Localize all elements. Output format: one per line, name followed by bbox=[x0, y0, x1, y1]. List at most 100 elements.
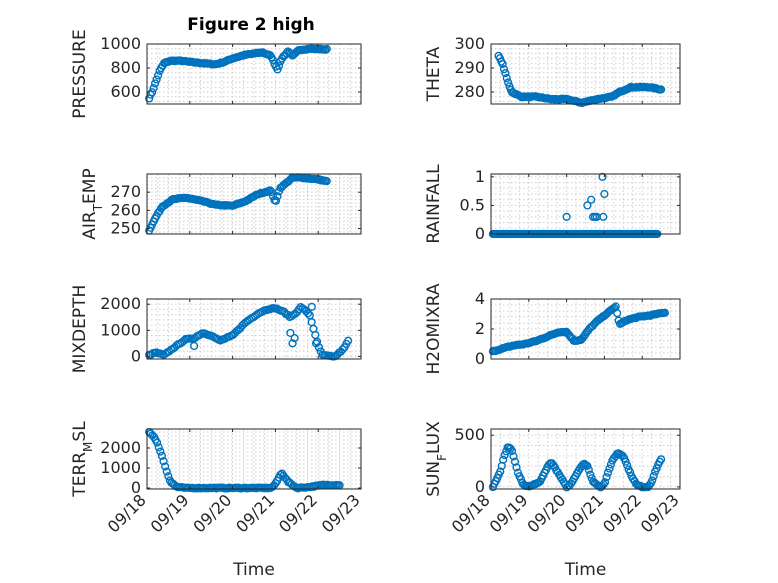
x-tick-label: 09/21 bbox=[232, 490, 278, 536]
plot-area bbox=[147, 429, 361, 489]
y-axis-label: RAINFALL bbox=[424, 164, 444, 244]
y-tick-label: 0 bbox=[475, 477, 485, 496]
x-axis-label: Time bbox=[232, 560, 275, 580]
y-axis-label: TERRMSL bbox=[70, 421, 95, 498]
data-point bbox=[151, 79, 160, 88]
data-point bbox=[605, 464, 614, 473]
data-point bbox=[268, 55, 278, 65]
data-point bbox=[512, 463, 521, 472]
data-point bbox=[613, 309, 622, 318]
data-point bbox=[162, 467, 171, 476]
y-tick-label: 1000 bbox=[100, 34, 141, 53]
data-point bbox=[153, 438, 162, 447]
y-axis-label: PRESSURE bbox=[70, 29, 90, 118]
data-point bbox=[157, 451, 167, 460]
x-tick-label: 09/22 bbox=[275, 490, 321, 536]
y-tick-label: 300 bbox=[454, 34, 485, 53]
y-tick-label: 2000 bbox=[100, 438, 141, 457]
axes-box bbox=[490, 43, 681, 105]
x-tick-label: 09/23 bbox=[318, 490, 364, 536]
data-point bbox=[606, 460, 616, 469]
data-point bbox=[153, 71, 163, 80]
data-point bbox=[159, 457, 168, 466]
data-point bbox=[288, 339, 297, 348]
data-point bbox=[499, 65, 509, 74]
subplot-2: 280 290 300 THETA bbox=[424, 34, 681, 108]
data-point bbox=[189, 341, 199, 351]
x-tick-label: 09/21 bbox=[561, 490, 607, 536]
y-tick-label: 2 bbox=[475, 319, 485, 338]
y-tick-label: 800 bbox=[110, 58, 141, 77]
y-tick-label: 250 bbox=[110, 219, 141, 238]
y-tick-label: 600 bbox=[110, 82, 141, 101]
y-tick-label: 0 bbox=[131, 346, 141, 365]
y-tick-label: 280 bbox=[454, 82, 485, 101]
data-point bbox=[656, 85, 666, 94]
x-tick-label: 09/19 bbox=[486, 490, 532, 536]
data-point bbox=[149, 84, 158, 93]
y-tick-label: 1000 bbox=[100, 458, 141, 477]
data-point bbox=[161, 462, 170, 471]
y-tick-label: 260 bbox=[110, 200, 141, 219]
data-point bbox=[584, 465, 593, 474]
data-point bbox=[303, 309, 313, 318]
x-tick-label: 09/22 bbox=[599, 490, 645, 536]
y-tick-label: 0.5 bbox=[460, 195, 485, 214]
data-point bbox=[344, 336, 353, 345]
data-point bbox=[660, 308, 669, 317]
y-tick-label: 290 bbox=[454, 58, 485, 77]
data-point bbox=[600, 478, 610, 487]
data-point bbox=[286, 328, 295, 338]
data-point bbox=[307, 302, 316, 311]
y-tick-label: 2000 bbox=[100, 294, 141, 313]
y-tick-label: 1 bbox=[475, 167, 485, 186]
x-tick-label: 09/20 bbox=[523, 490, 569, 536]
plot-area bbox=[147, 299, 361, 359]
x-tick-label: 09/23 bbox=[637, 490, 683, 536]
data-point bbox=[267, 187, 276, 196]
data-point bbox=[322, 44, 331, 54]
y-axis-label: SUNFLUX bbox=[424, 421, 449, 497]
data-point bbox=[498, 59, 507, 69]
y-axis-label: AIRTEMP bbox=[80, 168, 105, 239]
data-point bbox=[502, 73, 511, 83]
data-point bbox=[145, 94, 154, 103]
axes-box bbox=[146, 298, 362, 360]
data-point bbox=[583, 461, 592, 471]
data-point bbox=[322, 177, 331, 186]
axes-box bbox=[490, 173, 681, 235]
x-tick-label: 09/19 bbox=[147, 490, 193, 536]
data-point bbox=[509, 452, 518, 461]
data-point bbox=[586, 470, 595, 479]
y-tick-label: 500 bbox=[454, 425, 485, 444]
data-point bbox=[271, 196, 281, 205]
data-point bbox=[587, 195, 596, 204]
y-tick-label: 1000 bbox=[100, 320, 141, 339]
data-point bbox=[603, 468, 613, 477]
axes-box bbox=[146, 173, 362, 235]
data-point bbox=[152, 75, 161, 84]
y-axis-label: MIXDEPTH bbox=[70, 285, 90, 374]
data-point bbox=[583, 201, 592, 210]
data-point bbox=[562, 212, 571, 221]
y-tick-label: 270 bbox=[110, 182, 141, 201]
data-point bbox=[598, 172, 607, 181]
data-point bbox=[311, 339, 321, 348]
data-point bbox=[500, 450, 509, 460]
data-point bbox=[626, 468, 635, 477]
data-point bbox=[602, 472, 611, 482]
subplot-6: 0 2 4 H2OMIXRA bbox=[424, 283, 681, 375]
data-point bbox=[156, 447, 165, 456]
data-point bbox=[507, 446, 517, 455]
data-point bbox=[273, 192, 282, 201]
data-point bbox=[623, 461, 632, 470]
data-point bbox=[649, 471, 658, 481]
x-tick-label: 09/18 bbox=[104, 490, 150, 536]
plot-area bbox=[491, 174, 680, 234]
data-point bbox=[652, 464, 661, 473]
data-point bbox=[274, 61, 284, 71]
axes-box bbox=[146, 43, 362, 105]
